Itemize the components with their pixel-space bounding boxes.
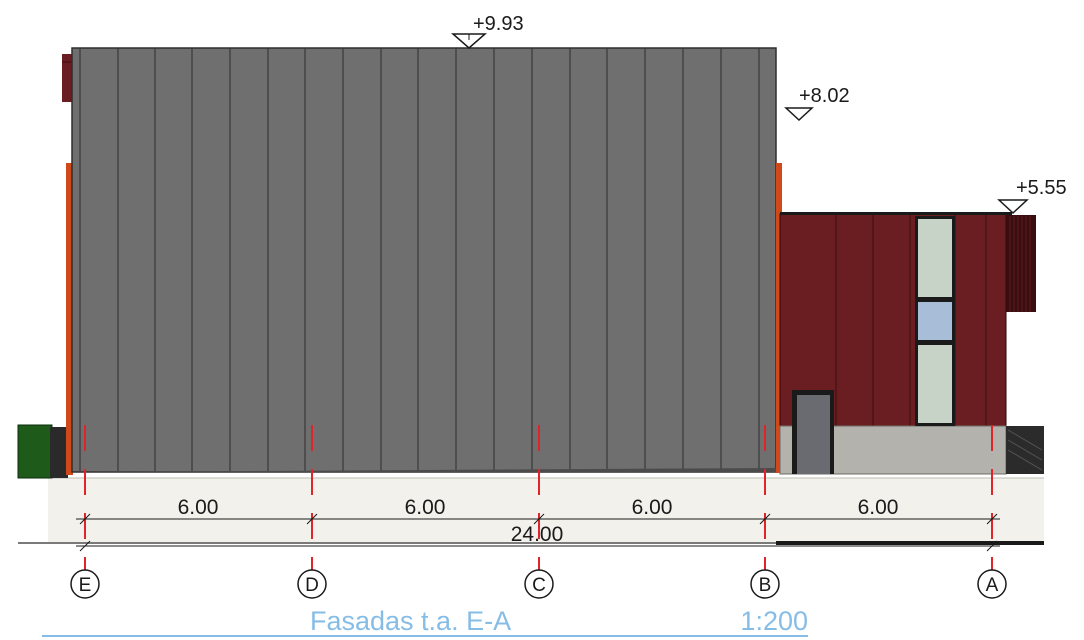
dimension-line-total xyxy=(76,540,1000,552)
grate-hatch xyxy=(1007,429,1043,471)
span-label-e-d: 6.00 xyxy=(178,496,219,519)
door-leaf xyxy=(797,395,830,474)
axis-label-a: A xyxy=(986,575,999,596)
orange-trim-right xyxy=(776,163,782,473)
main-volume-cladding xyxy=(71,47,777,473)
annex-dark-louvre xyxy=(1006,215,1036,312)
level-label-mid: +8.02 xyxy=(799,85,850,107)
axis-label-e: E xyxy=(79,575,92,596)
level-marker-annex-roof: +5.55 xyxy=(997,177,1067,215)
window-pane-upper xyxy=(918,219,952,297)
axis-bubble-b: B xyxy=(750,569,780,599)
axis-label-c: C xyxy=(532,575,546,596)
chimney-stack xyxy=(62,54,74,102)
axis-bubble-a: A xyxy=(977,569,1007,599)
grid-axis-lines xyxy=(84,425,993,572)
axis-bubble-e: E xyxy=(70,569,100,599)
axis-bubble-c: C xyxy=(524,569,554,599)
span-label-c-b: 6.00 xyxy=(632,496,673,519)
main-cladding-seams xyxy=(79,48,760,471)
level-label-main-roof: +9.93 xyxy=(473,13,524,35)
axis-label-d: D xyxy=(305,575,319,596)
orange-trim-left xyxy=(66,163,73,475)
span-label-d-c: 6.00 xyxy=(405,496,446,519)
dark-grate-left xyxy=(50,427,68,478)
axis-bubble-d: D xyxy=(297,569,327,599)
main-volume-base-edge xyxy=(72,468,776,472)
level-label-annex-roof: +5.55 xyxy=(1016,177,1067,199)
dimension-line-spans xyxy=(76,513,1000,525)
green-block xyxy=(17,424,53,479)
window-pane-middle xyxy=(918,302,952,340)
window-pane-lower xyxy=(918,345,952,423)
drawing-scale: 1:200 xyxy=(740,606,808,636)
span-label-b-a: 6.00 xyxy=(858,496,899,519)
drawing-title: Fasadas t.a. E-A xyxy=(310,606,511,636)
level-marker-mid: +8.02 xyxy=(784,85,850,122)
louvre-slats xyxy=(1009,216,1031,312)
ground-strip xyxy=(48,478,1044,542)
axis-label-b: B xyxy=(759,575,772,596)
total-dimension-label: 24.00 xyxy=(511,523,564,546)
annex-roof-edge xyxy=(780,212,1012,215)
level-marker-main-roof: +9.93 xyxy=(451,13,524,49)
